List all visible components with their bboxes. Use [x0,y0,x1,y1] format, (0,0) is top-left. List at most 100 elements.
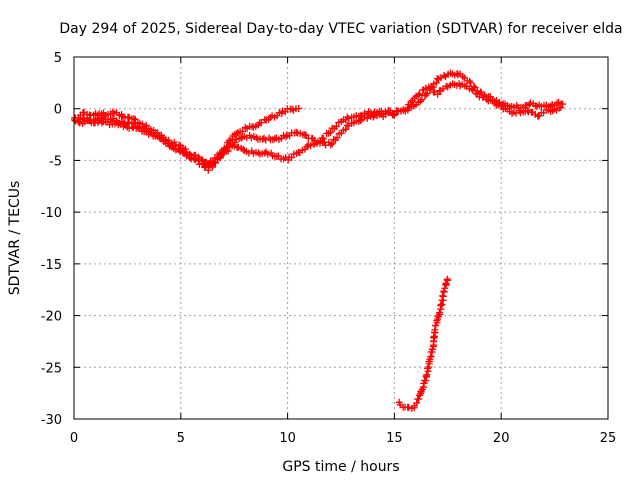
data-point [205,161,213,169]
data-point [442,82,450,90]
data-point [522,101,530,109]
data-point [441,284,449,292]
data-point [469,86,477,94]
data-point [389,111,397,119]
y-tick-label: -30 [41,413,62,428]
y-tick-label: -10 [41,206,62,221]
y-tick-label: 5 [54,51,62,66]
data-point [553,99,561,107]
data-point [427,84,435,92]
data-point [468,85,476,93]
x-tick-label: 5 [177,431,185,446]
data-point [356,117,364,125]
data-point [423,89,431,97]
data-point [433,317,441,325]
data-point [252,134,260,142]
data-point [435,309,443,317]
data-point [328,140,336,148]
x-tick-label: 20 [493,431,510,446]
y-tick-label: -20 [41,310,62,325]
data-point [417,97,425,105]
series-track-b [70,69,567,174]
x-axis-label: GPS time / hours [282,459,399,475]
data-point [201,163,209,171]
data-point [179,148,187,156]
data-point [363,114,371,122]
data-point [443,275,451,283]
data-point [440,71,448,79]
data-point [390,112,398,120]
data-point [264,150,272,158]
data-point [271,135,279,143]
data-point [98,119,106,127]
data-point [261,149,269,157]
data-point [418,96,426,104]
x-tick-label: 10 [279,431,296,446]
data-point [71,117,79,125]
data-point [326,128,334,136]
y-tick-label: -15 [41,258,62,273]
y-axis-label: SDTVAR / TECUs [7,181,23,296]
data-point [483,95,491,103]
plot-frame [73,56,609,420]
data-point [440,288,448,296]
data-point [432,79,440,87]
data-point [254,149,262,157]
data-point [437,300,445,308]
y-tick-label: -25 [41,361,62,376]
data-point [333,134,341,142]
data-point [404,104,412,112]
data-point [257,119,265,127]
data-point [307,142,315,150]
data-point [187,153,195,161]
data-point [125,124,133,132]
data-point [524,106,532,114]
data-point [424,365,432,373]
tick-layer: 0 5 10 15 20 25 5 0 -5 -10 -15 -20 -25 -30 [41,51,617,446]
data-point [76,119,84,127]
data-point [332,122,340,130]
data-point [472,89,480,97]
series-layer [70,69,567,412]
data-point [259,135,267,143]
data-point [415,395,423,403]
series-track-c [75,80,565,171]
y-tick-label: 0 [54,103,62,118]
data-point [218,151,226,159]
data-point [557,104,565,112]
data-point [75,118,83,126]
data-point [292,128,300,136]
data-point [204,166,212,174]
data-point [342,125,350,133]
y-tick-label: -5 [49,154,62,169]
data-point [209,163,217,171]
data-point [413,399,421,407]
data-point [301,131,309,139]
data-point [224,147,232,155]
data-point [414,91,422,99]
series-track-a [70,104,303,170]
x-tick-label: 15 [386,431,403,446]
x-tick-label: 25 [600,431,617,446]
data-point [162,136,170,144]
data-point [431,326,439,334]
chart-title: Day 294 of 2025, Sidereal Day-to-day VTE… [59,21,622,37]
data-point [525,100,533,108]
data-point [169,142,177,150]
data-point [416,391,424,399]
data-point [488,96,496,104]
series-track-d [395,275,452,412]
data-point [295,104,303,112]
data-point [327,141,335,149]
data-point [211,159,219,167]
data-point [423,371,431,379]
data-point [467,79,475,87]
data-point [319,135,327,143]
data-point [442,280,450,288]
data-point [549,107,557,115]
data-point [559,100,567,108]
x-tick-label: 0 [70,431,78,446]
data-point [434,90,442,98]
data-point [416,90,424,98]
